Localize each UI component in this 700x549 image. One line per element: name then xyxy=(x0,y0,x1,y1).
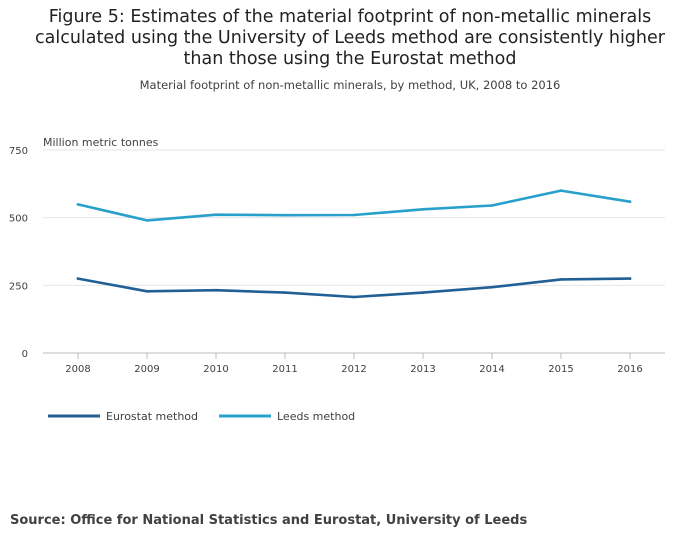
data-point xyxy=(490,285,494,289)
y-tick-label: 500 xyxy=(9,214,28,225)
data-point xyxy=(214,213,218,216)
data-point xyxy=(283,291,287,294)
data-point xyxy=(283,213,287,217)
data-point xyxy=(559,278,563,281)
chart-title-line-1: Figure 5: Estimates of the material foot… xyxy=(48,7,652,27)
chart-title: Figure 5: Estimates of the material foot… xyxy=(20,7,680,70)
data-point xyxy=(145,289,149,293)
y-tick-label: 250 xyxy=(9,281,28,292)
data-point xyxy=(76,203,80,206)
x-tick-label: 2013 xyxy=(410,364,435,375)
data-point xyxy=(559,189,563,192)
line-chart: 0 250 500 750 Million metric tonnes 2008 2009 2… xyxy=(9,136,665,423)
data-point xyxy=(352,213,356,217)
chart-title-line-2: calculated using the University of Leeds… xyxy=(35,28,665,48)
y-axis-label: Million metric tonnes xyxy=(43,136,159,149)
series-line-eurostat xyxy=(76,277,632,299)
chart-title-line-3: than those using the Eurostat method xyxy=(183,49,517,69)
x-tick-label: 2009 xyxy=(134,364,159,375)
x-tick-label: 2012 xyxy=(341,364,366,375)
legend-label: Leeds method xyxy=(277,410,355,423)
data-point xyxy=(628,277,632,280)
x-tick-label: 2014 xyxy=(479,364,504,375)
chart-subtitle: Material footprint of non-metallic miner… xyxy=(139,78,561,92)
source-note: Source: Office for National Statistics a… xyxy=(10,513,528,528)
data-point xyxy=(421,207,425,211)
data-point xyxy=(490,204,494,207)
y-tick-label: 0 xyxy=(22,349,28,360)
data-point xyxy=(421,291,425,294)
data-point xyxy=(628,200,632,203)
data-point xyxy=(352,295,356,299)
y-tick-label: 750 xyxy=(9,146,28,157)
x-tick-label: 2008 xyxy=(65,364,90,375)
data-point xyxy=(145,219,149,222)
legend-label: Eurostat method xyxy=(106,410,198,423)
x-tick-label: 2010 xyxy=(203,364,228,375)
data-point xyxy=(76,277,80,280)
data-point xyxy=(214,288,218,292)
x-tick-label: 2015 xyxy=(548,364,573,375)
x-tick-label: 2011 xyxy=(272,364,297,375)
x-tick-label: 2016 xyxy=(617,364,642,375)
